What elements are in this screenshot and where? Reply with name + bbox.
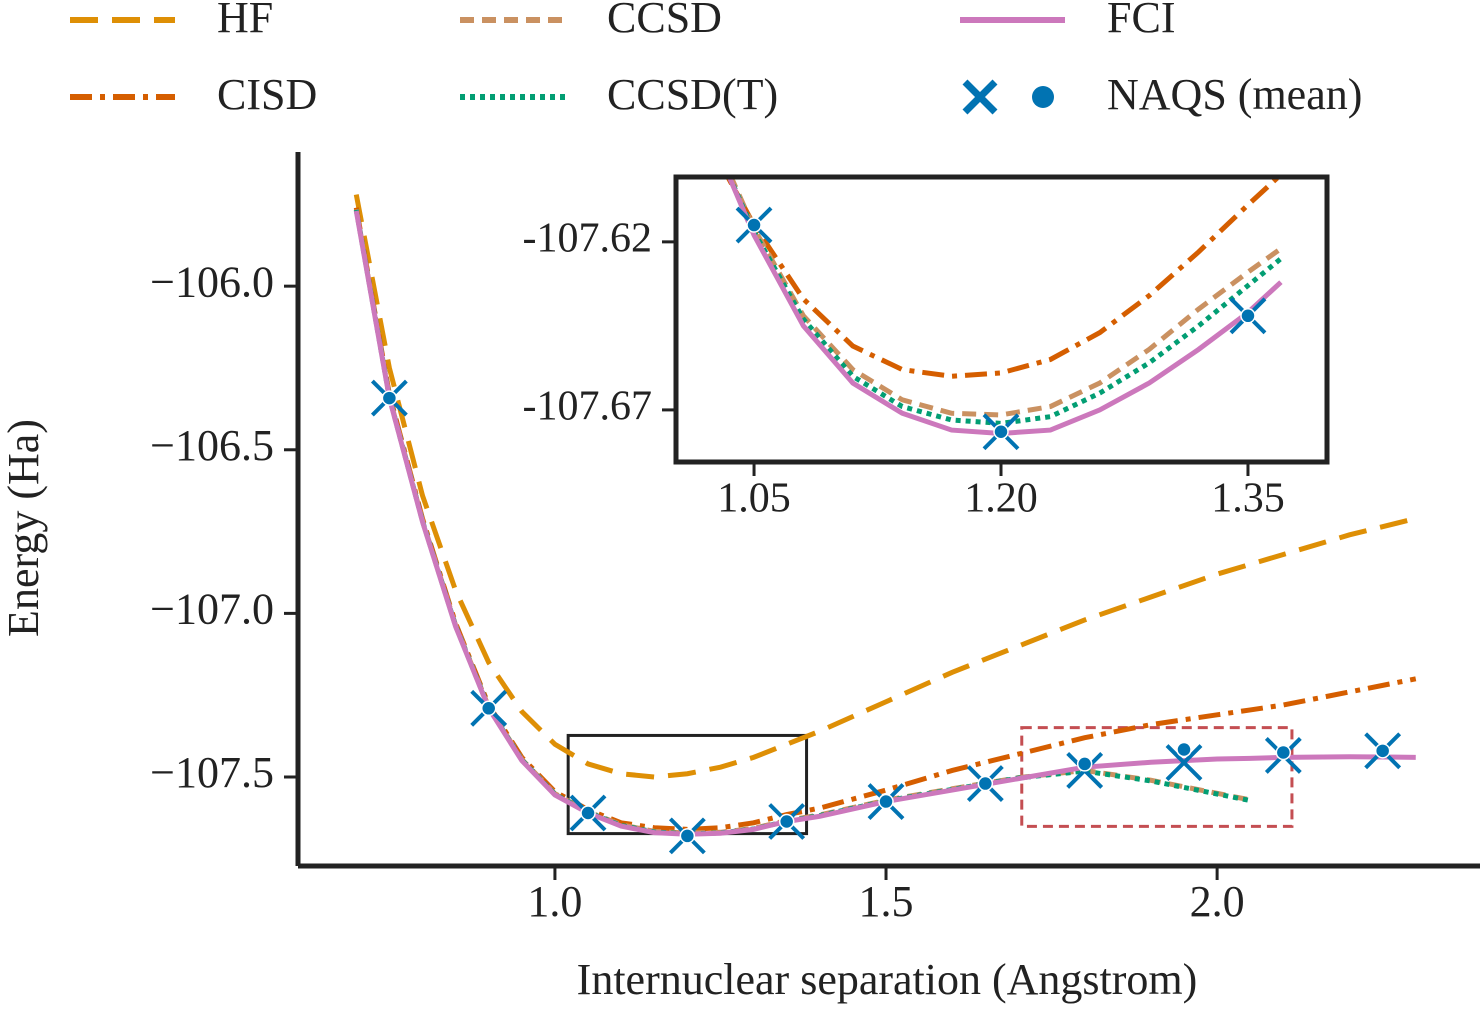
naqs-mean [381,390,398,406]
series-line [725,177,1283,379]
naqs-mean [1240,308,1256,324]
legend-label: HF [217,0,273,42]
naqs-mean [1374,743,1391,759]
y-tick-label: −107.5 [150,748,274,797]
legend-dot [1032,86,1054,108]
plot-area [725,177,1283,451]
legend-label: CCSD(T) [607,70,778,119]
naqs-mean [1176,741,1192,758]
x-tick-label: 1.20 [964,476,1038,522]
x-tick-label: 2.0 [1190,877,1245,926]
naqs-mean [993,424,1009,440]
naqs-mean [746,217,762,233]
legend-label: CISD [217,70,317,119]
naqs-mean [580,805,596,821]
legend-label: FCI [1107,0,1175,42]
series-line [728,177,1283,418]
y-tick-label: -107.62 [523,216,653,262]
naqs-mean [1076,756,1093,772]
series-line [726,177,1283,426]
x-tick-label: 1.0 [527,877,582,926]
naqs-mean [977,775,994,792]
y-tick-label: −106.5 [150,421,274,470]
naqs-mean [878,793,894,810]
y-tick-label: −106.0 [150,257,274,306]
x-tick-label: 1.5 [859,877,914,926]
y-tick-label: −107.0 [150,584,274,633]
y-axis-label: Energy (Ha) [0,419,48,637]
naqs-mean [778,813,795,830]
legend-cross [962,79,998,115]
plot-area [353,194,1417,855]
naqs-mean [480,700,497,717]
x-axis-label: Internuclear separation (Angstrom) [577,955,1198,1004]
series-line [353,194,1417,780]
x-tick-label: 1.35 [1211,476,1285,522]
inset-background [676,177,1327,462]
legend-label: CCSD [607,0,722,42]
legend-label: NAQS (mean) [1107,70,1362,119]
naqs-mean [679,828,696,844]
naqs-cross [1165,744,1203,782]
y-tick-label: -107.67 [523,384,653,430]
naqs-mean [1275,744,1292,761]
x-tick-label: 1.05 [717,476,791,522]
